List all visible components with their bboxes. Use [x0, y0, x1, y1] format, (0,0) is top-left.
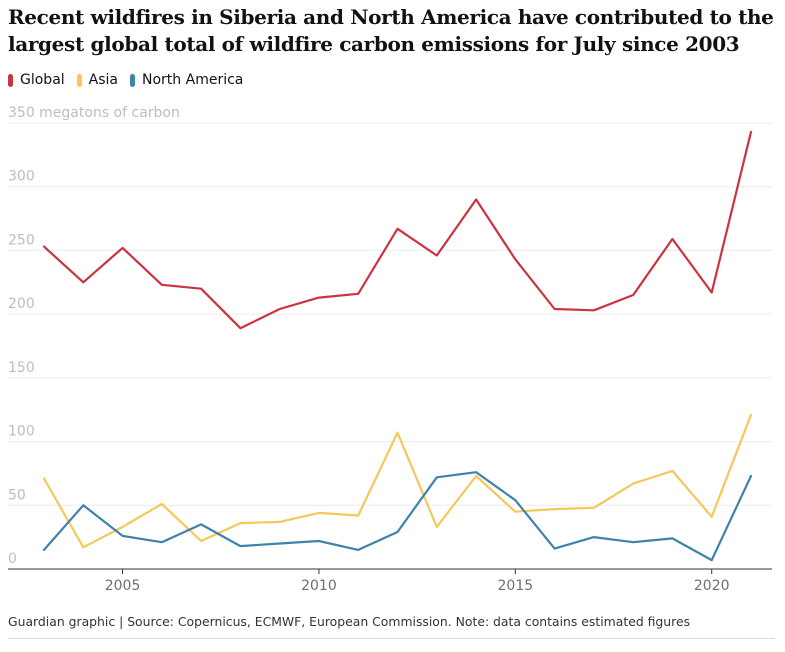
y-tick-label-100: 100 [8, 424, 35, 440]
y-tick-label-50: 50 [8, 487, 26, 503]
source-note: Guardian graphic | Source: Copernicus, E… [8, 614, 691, 629]
y-tick-label-0: 0 [8, 551, 17, 567]
y-tick-label-300: 300 [8, 169, 35, 185]
y-tick-label-200: 200 [8, 296, 35, 312]
y-tick-label-150: 150 [8, 360, 35, 376]
series-line-global [42, 130, 753, 330]
legend-swatch-north-america [130, 73, 136, 87]
series-line-north-america [42, 471, 753, 562]
legend: Global Asia North America [8, 72, 243, 88]
y-tick-label-250: 250 [8, 232, 35, 248]
legend-swatch-asia [76, 73, 82, 87]
legend-swatch-global [8, 73, 13, 87]
legend-label-asia: Asia [88, 72, 119, 88]
legend-label-north-america: North America [142, 72, 244, 88]
legend-label-global: Global [20, 72, 65, 88]
legend-item-global: Global [8, 72, 65, 88]
bottom-divider [8, 638, 775, 639]
chart-title: Recent wildfires in Siberia and North Am… [8, 5, 774, 56]
legend-item-north-america: North America [130, 72, 243, 88]
y-tick-label-350: 350 megatons of carbon [8, 105, 180, 121]
x-tick-label-2010: 2010 [301, 578, 337, 594]
x-tick-label-2015: 2015 [498, 578, 534, 594]
series-line-asia [42, 413, 753, 549]
legend-item-asia: Asia [76, 72, 119, 88]
x-tick-label-2005: 2005 [105, 578, 141, 594]
x-tick-label-2020: 2020 [694, 578, 730, 594]
